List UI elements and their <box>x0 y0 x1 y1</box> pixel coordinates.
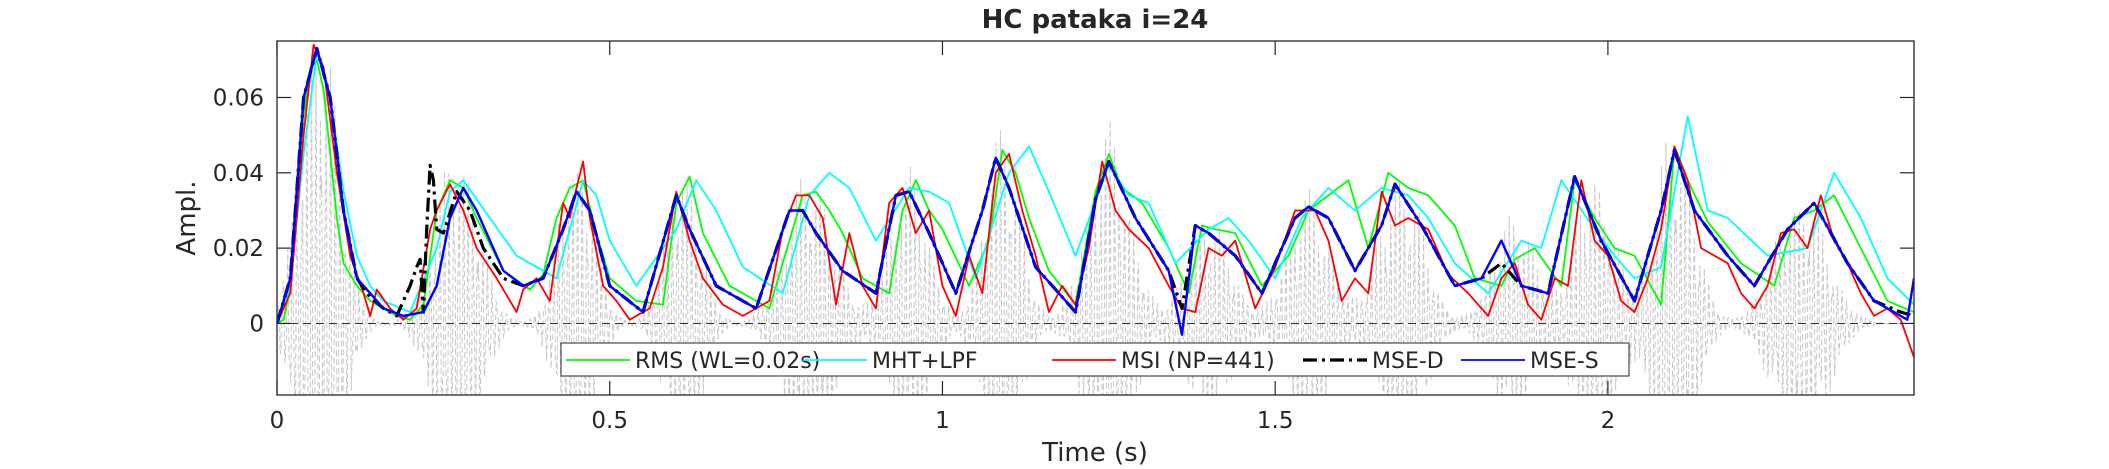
plot-layer <box>277 43 1914 395</box>
y-tick-label: 0.06 <box>213 85 264 111</box>
x-tick-label: 1.5 <box>1257 408 1294 434</box>
legend-label-1: MHT+LPF <box>872 349 978 374</box>
legend-items: RMS (WL=0.02s) MHT+LPF MSI (NP=441) MSE-D MS… <box>566 349 1599 374</box>
axes-box <box>276 40 1915 396</box>
y-tick-label: 0.04 <box>213 161 264 187</box>
ticks-layer: 0 0.5 1 1.5 2 0 0.02 0.04 0.06 <box>213 41 1914 434</box>
legend: RMS (WL=0.02s) MHT+LPF MSI (NP=441) MSE-D MS… <box>560 342 1630 377</box>
legend-label-3: MSE-D <box>1372 349 1444 374</box>
legend-label-2: MSI (NP=441) <box>1121 349 1275 374</box>
waveform-background <box>277 54 1914 395</box>
chart-title: HC pataka i=24 <box>982 5 1209 35</box>
x-axis-label: Time (s) <box>1041 438 1148 468</box>
x-tick-label: 0 <box>270 408 285 434</box>
y-tick-label: 0.02 <box>213 236 264 262</box>
legend-label-0: RMS (WL=0.02s) <box>635 349 820 374</box>
series-line-msi-np-441 <box>277 43 1914 358</box>
series-line-mht-lpf <box>277 51 1914 324</box>
y-tick-label: 0 <box>249 311 264 337</box>
x-tick-label: 0.5 <box>591 408 628 434</box>
series-line-mse-s <box>277 47 1914 336</box>
y-axis-label: Ampl. <box>172 180 202 255</box>
x-tick-label: 2 <box>1601 408 1616 434</box>
legend-label-4: MSE-S <box>1530 349 1599 374</box>
x-tick-label: 1 <box>935 408 950 434</box>
